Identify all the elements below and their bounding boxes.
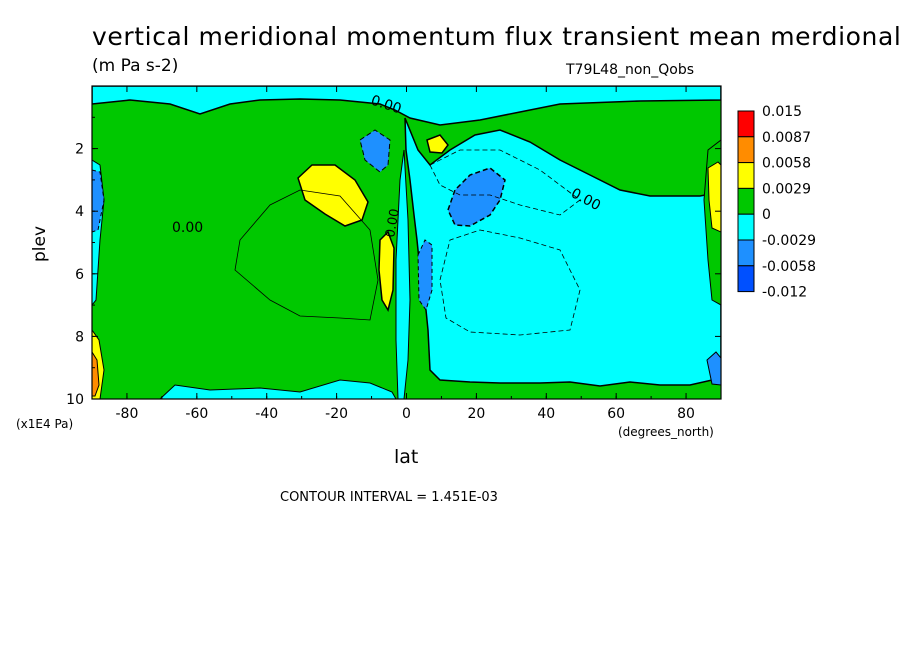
contour-line-positive (234, 189, 379, 321)
chart-title: vertical meridional momentum flux transi… (92, 22, 902, 51)
x-tick-label: 80 (677, 406, 695, 422)
contour-label: 0.00 (172, 220, 203, 236)
x-units-label: (degrees_north) (618, 425, 714, 439)
legend-label: -0.0058 (762, 259, 816, 275)
legend-label: 0.0087 (762, 130, 811, 146)
y-scale-note: (x1E4 Pa) (16, 417, 74, 431)
legend-swatch (737, 110, 755, 138)
legend-label: 0.015 (762, 104, 802, 120)
region-positive-mid-equator (378, 230, 395, 312)
region-positive-mid-east (707, 161, 721, 233)
y-axis: 2 4 6 8 10 (66, 116, 721, 408)
x-tick-label: 40 (537, 406, 555, 422)
legend-label: 0 (762, 207, 771, 223)
legend-swatch (737, 265, 755, 293)
region-positive-high-southwest (92, 351, 100, 397)
x-tick-label: -60 (185, 406, 208, 422)
y-tick-label: 6 (75, 267, 84, 283)
region-negative-mid-equator (417, 239, 433, 312)
region-positive-mid-north (426, 134, 449, 154)
region-negative-top (92, 86, 721, 126)
legend-swatch (737, 162, 755, 189)
x-tick-label: -40 (255, 406, 278, 422)
contour-line-negative-north (429, 149, 581, 216)
x-axis: -80 -60 -40 -20 0 20 40 60 80 (91, 86, 722, 422)
x-tick-label: -80 (116, 406, 139, 422)
chart-units: (m Pa s-2) (92, 56, 179, 76)
legend-swatch (737, 187, 755, 215)
x-tick-label: 60 (607, 406, 625, 422)
region-positive-mid-south (297, 164, 369, 227)
y-tick-label: 10 (66, 392, 84, 408)
legend-label: 0.0058 (762, 156, 811, 172)
legend-swatch (737, 136, 755, 164)
run-name: T79L48_non_Qobs (566, 62, 695, 78)
y-tick-label: 4 (75, 204, 84, 220)
contour-field (92, 86, 721, 399)
region-negative-mid-north (447, 167, 506, 227)
contour-line-negative (439, 229, 581, 336)
region-negative-mid-west (92, 169, 105, 233)
y-tick-label: 2 (75, 142, 84, 158)
region-negative-mid-south (359, 129, 391, 173)
x-tick-label: -20 (325, 406, 348, 422)
region-negative-mid-southeast (706, 351, 721, 386)
color-legend: 0.015 0.0087 0.0058 0.0029 0 -0.0029 -0.0058 -0… (737, 104, 816, 301)
x-tick-label: 0 (402, 406, 411, 422)
legend-label: -0.012 (762, 285, 807, 301)
legend-swatch (737, 213, 755, 241)
legend-swatch (737, 239, 755, 267)
contour-label: 0.00 (383, 208, 403, 239)
legend-label: 0.0029 (762, 181, 811, 197)
region-negative-equator (395, 149, 411, 399)
contour-interval: CONTOUR INTERVAL = 1.451E-03 (280, 490, 498, 505)
y-tick-label: 8 (75, 329, 84, 345)
legend-label: -0.0029 (762, 233, 816, 249)
x-tick-label: 20 (467, 406, 485, 422)
x-axis-label: lat (394, 446, 419, 468)
